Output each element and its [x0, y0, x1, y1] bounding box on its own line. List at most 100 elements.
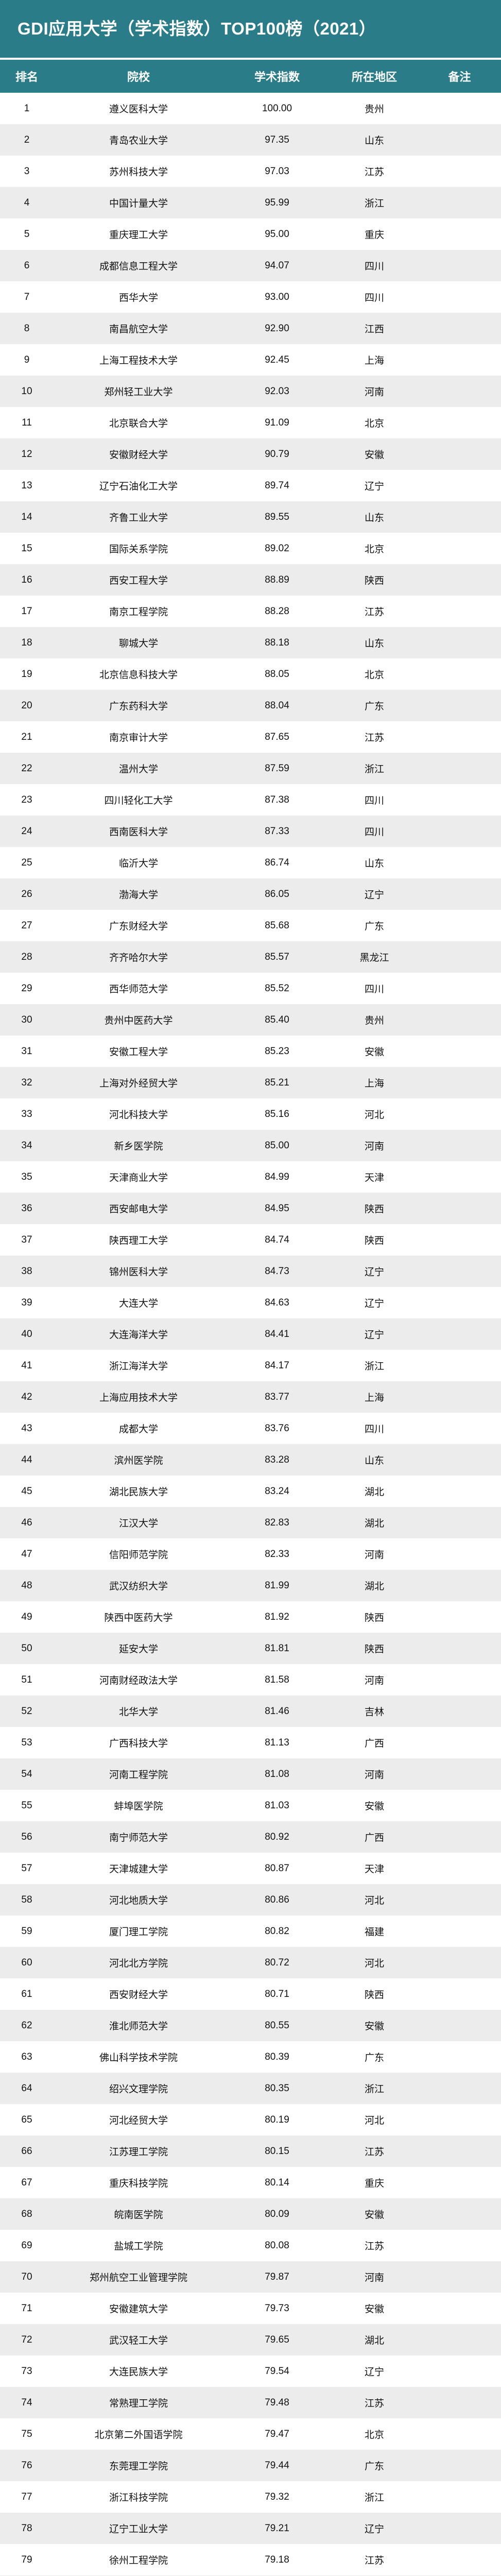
table-row: 20 广东药科大学 88.04 广东	[0, 690, 501, 721]
cell-rank: 42	[21, 1391, 32, 1402]
cell-region: 广东	[364, 2461, 384, 2472]
table-row: 75 北京第二外国语学院 79.47 北京	[0, 2418, 501, 2450]
cell-score: 87.33	[265, 825, 289, 837]
column-header-score[interactable]: 学术指数	[223, 60, 331, 93]
cell-score: 79.65	[265, 2334, 289, 2345]
cell-school: 西安工程大学	[109, 575, 168, 586]
cell-note	[418, 2261, 501, 2293]
column-header-rank[interactable]: 排名	[0, 60, 54, 93]
cell-school: 江苏理工学院	[109, 2147, 168, 2158]
cell-region: 安徽	[364, 450, 384, 461]
cell-rank: 77	[21, 2491, 32, 2502]
cell-school: 厦门理工学院	[109, 1927, 168, 1938]
cell-rank: 76	[21, 2460, 32, 2471]
cell-school: 河北地质大学	[109, 1895, 168, 1906]
cell-note	[418, 2513, 501, 2544]
cell-school: 广东财经大学	[109, 921, 168, 932]
cell-score: 80.86	[265, 1894, 289, 1905]
cell-region: 湖北	[364, 2335, 384, 2346]
cell-rank: 66	[21, 2145, 32, 2157]
cell-note	[418, 501, 501, 533]
cell-rank: 16	[21, 574, 32, 585]
cell-note	[418, 1853, 501, 1884]
cell-score: 81.46	[265, 1705, 289, 1717]
cell-note	[418, 2450, 501, 2481]
cell-region: 河北	[364, 1895, 384, 1906]
cell-note	[418, 1256, 501, 1287]
cell-rank: 69	[21, 2240, 32, 2251]
cell-region: 河南	[364, 2273, 384, 2283]
cell-rank: 61	[21, 1988, 32, 1999]
table-row: 70 郑州航空工业管理学院 79.87 河南	[0, 2261, 501, 2293]
cell-note	[418, 1350, 501, 1381]
cell-rank: 14	[21, 511, 32, 522]
cell-region: 河南	[364, 387, 384, 398]
cell-school: 南京工程学院	[109, 607, 168, 618]
cell-region: 贵州	[364, 104, 384, 115]
cell-note	[418, 1884, 501, 1916]
cell-score: 84.17	[265, 1360, 289, 1371]
cell-rank: 65	[21, 2114, 32, 2125]
cell-rank: 73	[21, 2365, 32, 2377]
cell-rank: 19	[21, 668, 32, 680]
cell-school: 成都大学	[118, 1424, 158, 1435]
cell-note	[418, 1004, 501, 1036]
cell-region: 上海	[364, 1078, 384, 1089]
cell-score: 80.72	[265, 1957, 289, 1968]
cell-note	[418, 2544, 501, 2575]
table-row: 17 南京工程学院 88.28 江苏	[0, 596, 501, 627]
cell-note	[418, 847, 501, 878]
cell-note	[418, 564, 501, 596]
table-row: 61 西安财经大学 80.71 陕西	[0, 1978, 501, 2010]
cell-score: 86.74	[265, 857, 289, 868]
cell-school: 重庆科技学院	[109, 2178, 168, 2189]
cell-school: 南京审计大学	[109, 733, 168, 743]
column-header-region[interactable]: 所在地区	[331, 60, 418, 93]
cell-region: 山东	[364, 1455, 384, 1466]
cell-rank: 7	[24, 291, 30, 302]
cell-school: 河北科技大学	[109, 1110, 168, 1121]
cell-note	[418, 1601, 501, 1633]
table-row: 64 绍兴文理学院 80.35 浙江	[0, 2073, 501, 2104]
cell-note	[418, 973, 501, 1004]
table-row: 3 苏州科技大学 97.03 江苏	[0, 156, 501, 187]
cell-rank: 8	[24, 323, 30, 334]
table-row: 7 西华大学 93.00 四川	[0, 281, 501, 313]
cell-note	[418, 2293, 501, 2324]
cell-school: 西安财经大学	[109, 1990, 168, 2001]
column-header-school[interactable]: 院校	[54, 60, 223, 93]
cell-score: 83.77	[265, 1391, 289, 1402]
cell-school: 常熟理工学院	[109, 2398, 168, 2409]
cell-region: 广东	[364, 2053, 384, 2063]
table-row: 57 天津城建大学 80.87 天津	[0, 1853, 501, 1884]
cell-score: 88.04	[265, 700, 289, 711]
cell-score: 80.92	[265, 1831, 289, 1842]
cell-region: 浙江	[364, 764, 384, 775]
table-row: 8 南昌航空大学 92.90 江西	[0, 313, 501, 344]
cell-region: 山东	[364, 638, 384, 649]
cell-region: 北京	[364, 544, 384, 555]
table-header: 排名 院校 学术指数 所在地区 备注	[0, 60, 501, 93]
cell-region: 河南	[364, 1141, 384, 1152]
table-row: 33 河北科技大学 85.16 河北	[0, 1098, 501, 1130]
cell-score: 80.15	[265, 2145, 289, 2157]
cell-school: 湖北民族大学	[109, 1487, 168, 1498]
page-title: GDI应用大学（学术指数）TOP100榜（2021）	[18, 19, 376, 38]
table-row: 9 上海工程技术大学 92.45 上海	[0, 344, 501, 376]
cell-note	[418, 344, 501, 376]
cell-rank: 6	[24, 260, 30, 271]
table-row: 59 厦门理工学院 80.82 福建	[0, 1916, 501, 1947]
table-row: 58 河北地质大学 80.86 河北	[0, 1884, 501, 1916]
table-row: 30 贵州中医药大学 85.40 贵州	[0, 1004, 501, 1036]
cell-score: 84.63	[265, 1297, 289, 1308]
cell-school: 临沂大学	[118, 858, 158, 869]
table-row: 36 西安邮电大学 84.95 陕西	[0, 1193, 501, 1224]
cell-region: 四川	[364, 1424, 384, 1435]
column-header-note[interactable]: 备注	[418, 60, 501, 93]
cell-note	[418, 1507, 501, 1538]
cell-score: 81.58	[265, 1674, 289, 1685]
cell-region: 浙江	[364, 198, 384, 209]
cell-school: 河北北方学院	[109, 1958, 168, 1969]
cell-score: 83.24	[265, 1485, 289, 1497]
